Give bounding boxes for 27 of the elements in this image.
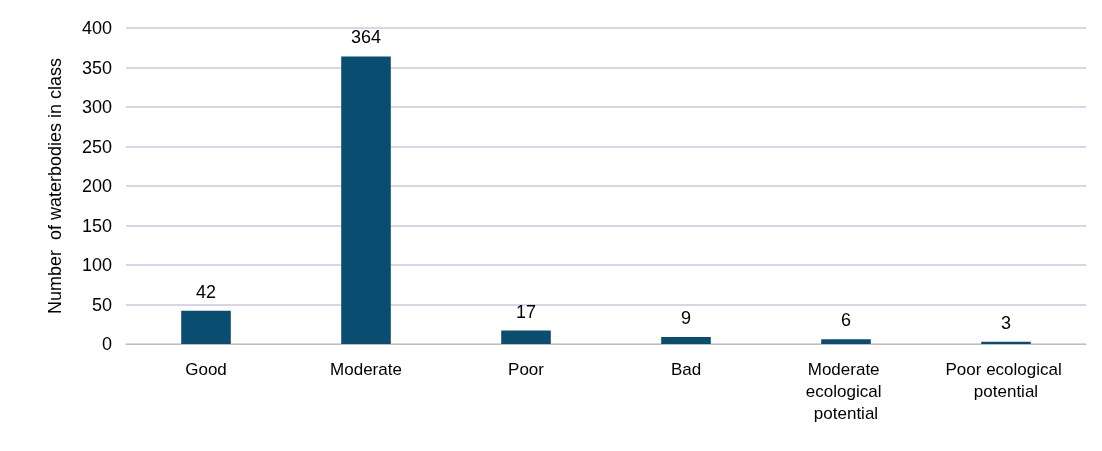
y-tick-label: 100 — [81, 255, 112, 275]
data-label: 42 — [195, 281, 217, 302]
bar — [181, 310, 231, 344]
y-tick-label: 350 — [81, 57, 112, 78]
y-tick-label: 250 — [81, 136, 112, 157]
y-tick-label: 0 — [101, 334, 112, 354]
bar — [821, 339, 871, 344]
data-label: 6 — [840, 310, 852, 331]
data-label: 364 — [350, 27, 382, 48]
bar — [341, 56, 391, 344]
bar — [501, 330, 551, 344]
y-tick-label: 50 — [91, 294, 112, 315]
x-tick-label: Moderate ecological potential — [805, 359, 887, 423]
x-tick-label: Poor — [508, 359, 545, 379]
y-tick-label: 400 — [81, 18, 112, 38]
x-tick-label: Poor ecological potential — [945, 359, 1067, 401]
data-label: 3 — [1000, 312, 1012, 333]
data-label: 17 — [515, 301, 537, 322]
x-tick-label: Bad — [670, 359, 702, 379]
y-axis-title: Number of waterbodies in class — [45, 57, 65, 315]
y-tick-label: 200 — [81, 176, 112, 196]
bar — [661, 336, 711, 344]
x-tick-label: Good — [185, 359, 227, 379]
x-tick-label: Moderate — [330, 359, 402, 379]
data-label: 9 — [680, 307, 692, 328]
y-tick-label: 300 — [81, 97, 112, 117]
y-tick-label: 150 — [81, 215, 112, 236]
